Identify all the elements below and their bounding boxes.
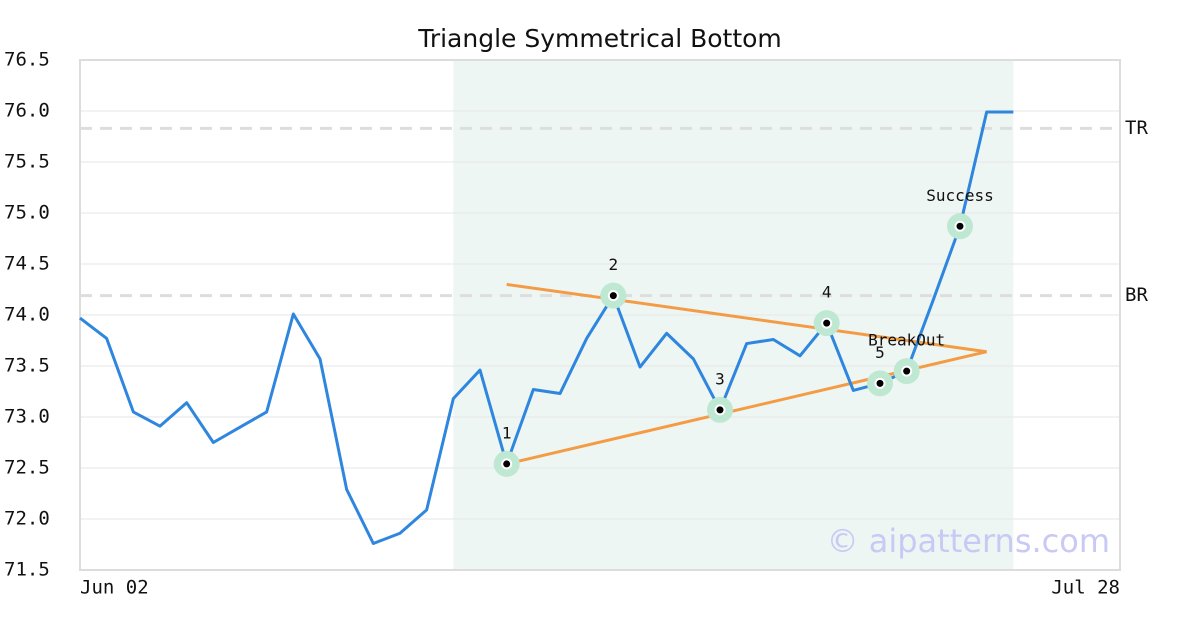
y-tick-label: 75.5 <box>4 151 50 173</box>
pivot-point <box>874 377 886 389</box>
y-tick-label: 73.0 <box>4 406 50 428</box>
pivot-label: 1 <box>502 423 512 442</box>
y-tick-label: 74.5 <box>4 253 50 275</box>
pivot-point <box>954 220 966 232</box>
pivot-label: 4 <box>822 283 832 302</box>
y-tick-label: 72.5 <box>4 457 50 479</box>
y-tick-label: 76.0 <box>4 100 50 122</box>
watermark: © aipatterns.com <box>827 522 1110 560</box>
y-tick-label: 73.5 <box>4 355 50 377</box>
y-tick-label: 71.5 <box>4 559 50 581</box>
pivot-point <box>901 365 913 377</box>
x-tick-label: Jun 02 <box>80 577 149 599</box>
pivot-label: 5 <box>875 343 885 362</box>
x-tick-label: Jul 28 <box>1051 577 1120 599</box>
y-tick-label: 72.0 <box>4 508 50 530</box>
level-label: BR <box>1125 284 1148 306</box>
pivot-point <box>607 290 619 302</box>
pivot-label: Success <box>926 186 993 205</box>
pivot-label: 3 <box>715 369 725 388</box>
pivot-point <box>714 404 726 416</box>
y-tick-label: 75.0 <box>4 202 50 224</box>
price-line <box>79 110 1014 545</box>
plot-border <box>79 59 1121 571</box>
pivot-label: 2 <box>609 255 619 274</box>
pivot-point <box>821 317 833 329</box>
y-tick-label: 74.0 <box>4 304 50 326</box>
y-tick-label: 76.5 <box>4 49 50 71</box>
triangle-line <box>506 282 987 354</box>
chart-title: Triangle Symmetrical Bottom <box>417 24 782 53</box>
pivot-label: BreakOut <box>868 331 945 350</box>
level-label: TR <box>1125 117 1148 139</box>
pivot-point <box>501 458 513 470</box>
